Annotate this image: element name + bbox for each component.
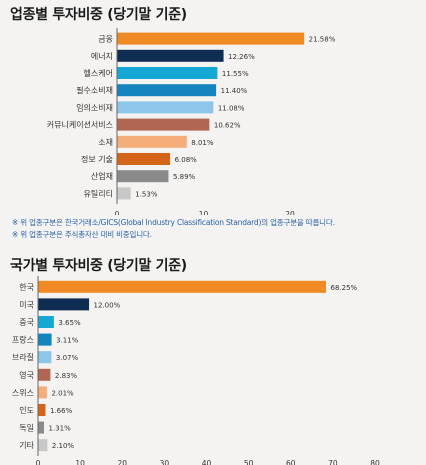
sector-note-2: ※ 위 업종구분은 주식총자산 대비 비중입니다.	[12, 230, 152, 239]
bar	[38, 280, 327, 293]
bar	[38, 368, 51, 381]
category-label: 정보 기술	[81, 154, 113, 164]
value-label: 11.55%	[222, 70, 249, 78]
value-label: 6.08%	[175, 156, 198, 164]
value-label: 1.31%	[49, 425, 72, 433]
category-label: 미국	[19, 300, 34, 309]
value-label: 3.11%	[56, 337, 79, 345]
bar	[38, 333, 52, 346]
category-label: 산업재	[91, 171, 113, 181]
x-tick-label: 0	[115, 210, 120, 215]
category-label: 브라질	[12, 353, 34, 362]
category-label: 에너지	[91, 51, 113, 61]
category-label: 헬스케어	[84, 68, 113, 78]
value-label: 12.00%	[94, 301, 121, 309]
bar	[38, 351, 52, 364]
value-label: 5.89%	[173, 173, 196, 181]
value-label: 68.25%	[331, 284, 358, 292]
value-label: 2.83%	[55, 372, 78, 380]
x-tick-label: 80	[370, 459, 380, 465]
value-label: 12.26%	[228, 53, 255, 61]
x-tick-label: 40	[202, 459, 212, 465]
sector-bar-chart: 금융 21.58% 에너지 12.26% 헬스케어 11.55% 필수소비재 11.40% 임의…	[47, 28, 336, 215]
bar	[117, 135, 187, 148]
category-label: 임의소비재	[76, 102, 113, 112]
bar	[117, 67, 218, 79]
category-label: 소재	[98, 138, 113, 147]
category-label: 스위스	[12, 388, 34, 397]
x-tick-label: 10	[75, 459, 85, 465]
bar	[117, 49, 224, 62]
category-label: 프랑스	[12, 335, 34, 345]
value-label: 21.58%	[309, 36, 336, 44]
bar	[117, 118, 210, 131]
value-label: 11.08%	[218, 104, 245, 112]
category-label: 한국	[19, 283, 34, 292]
category-label: 커뮤니케이션서비스	[47, 120, 113, 130]
bar	[38, 439, 48, 452]
value-label: 1.66%	[50, 407, 73, 415]
category-label: 필수소비재	[76, 85, 113, 95]
bar	[117, 153, 171, 165]
bar	[38, 298, 90, 311]
category-label: 독일	[19, 424, 34, 433]
value-label: 1.53%	[135, 190, 158, 198]
sector-chart-title: 업종별 투자비중 (당기말 기준)	[10, 7, 187, 23]
bar	[117, 101, 214, 114]
value-label: 3.65%	[58, 319, 81, 327]
category-label: 영국	[19, 370, 34, 380]
x-tick-label: 10	[199, 210, 209, 215]
value-label: 11.40%	[221, 87, 248, 95]
bar	[117, 187, 131, 200]
x-tick-label: 20	[285, 210, 295, 215]
x-tick-label: 70	[328, 459, 338, 465]
x-tick-label: 50	[244, 459, 254, 465]
bar	[38, 386, 47, 399]
x-tick-label: 0	[36, 459, 41, 465]
sector-note-1: ※ 위 업종구분은 한국거래소/GICS(Global Industry Cla…	[12, 218, 335, 227]
category-label: 인도	[19, 405, 34, 415]
value-label: 8.01%	[191, 139, 214, 147]
x-tick-label: 30	[160, 459, 170, 465]
value-label: 2.10%	[52, 442, 75, 450]
value-label: 10.62%	[214, 122, 241, 130]
bar	[117, 32, 305, 45]
value-label: 3.07%	[56, 354, 79, 362]
bar	[38, 316, 54, 328]
category-label: 중국	[19, 318, 34, 327]
bar	[117, 84, 217, 97]
country-chart-title: 국가별 투자비중 (당기말 기준)	[10, 258, 187, 274]
bar	[38, 421, 45, 434]
category-label: 기타	[19, 441, 34, 450]
category-label: 유틸리티	[84, 188, 113, 198]
x-tick-label: 20	[117, 459, 127, 465]
bar	[38, 404, 46, 416]
x-tick-label: 60	[286, 459, 296, 465]
value-label: 2.01%	[51, 389, 74, 397]
bar	[117, 170, 169, 183]
category-label: 금융	[98, 35, 113, 44]
